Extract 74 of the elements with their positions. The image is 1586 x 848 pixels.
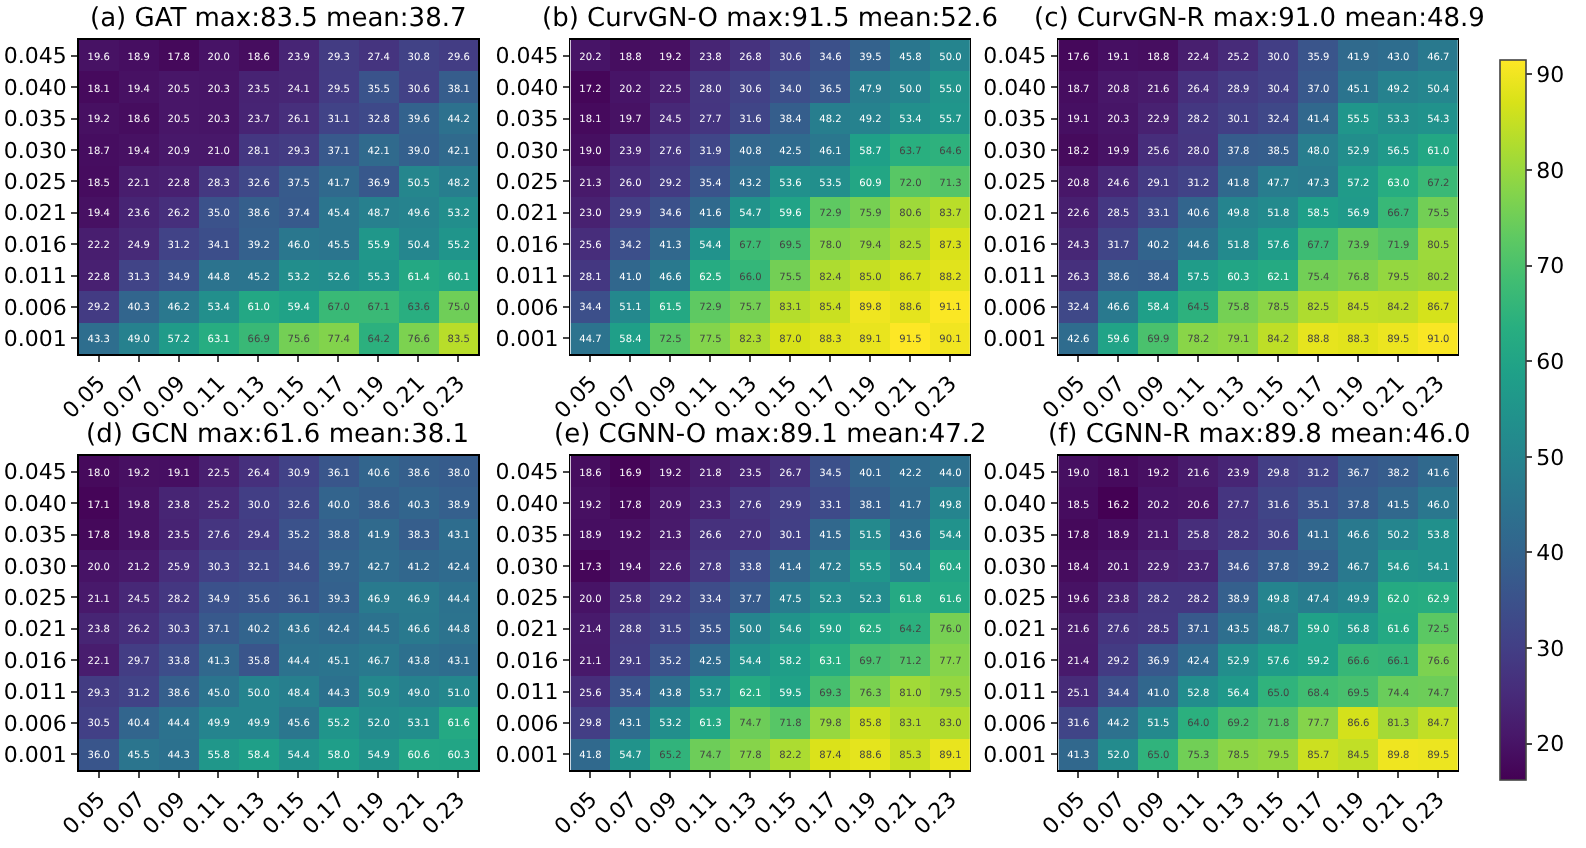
- y-tick-label: 0.045: [495, 459, 559, 486]
- y-tick-label: 0.016: [3, 647, 67, 674]
- y-tick-label: 0.030: [495, 137, 559, 164]
- y-tick-label: 0.011: [3, 679, 67, 706]
- y-tick-label: 0.045: [495, 43, 559, 70]
- y-tick-label: 0.045: [3, 43, 67, 70]
- y-tick-label: 0.016: [983, 647, 1047, 674]
- y-tick-label: 0.001: [3, 742, 67, 768]
- y-tick-label: 0.001: [3, 326, 67, 352]
- y-tick-label: 0.040: [983, 490, 1047, 517]
- y-tick-label: 0.030: [983, 137, 1047, 164]
- y-tick-label: 0.006: [3, 710, 67, 737]
- y-tick-label: 0.040: [983, 74, 1047, 101]
- y-tick-label: 0.021: [495, 616, 559, 643]
- y-tick-label: 0.006: [495, 710, 559, 737]
- y-tick-label: 0.025: [495, 585, 559, 611]
- chart-title: (f) CGNN-R max:89.8 mean:46.0: [1048, 420, 1471, 450]
- y-tick-label: 0.011: [495, 263, 559, 290]
- y-tick-label: 0.035: [3, 106, 67, 133]
- y-tick-label: 0.001: [983, 742, 1047, 768]
- y-tick-label: 0.025: [983, 585, 1047, 611]
- y-tick-label: 0.035: [3, 522, 67, 549]
- y-tick-label: 0.035: [495, 106, 559, 133]
- y-tick-label: 0.040: [3, 74, 67, 101]
- color-bar-label: 40: [1536, 540, 1565, 567]
- y-tick-label: 0.011: [495, 679, 559, 706]
- color-bar-label: 90: [1536, 62, 1565, 89]
- color-bar-label: 60: [1536, 348, 1565, 375]
- chart-title: (a) GAT max:83.5 mean:38.7: [90, 4, 467, 34]
- y-tick-label: 0.011: [983, 679, 1047, 706]
- y-tick-label: 0.016: [495, 647, 559, 674]
- y-tick-label: 0.040: [495, 490, 559, 517]
- y-tick-label: 0.030: [3, 553, 67, 580]
- y-tick-label: 0.006: [983, 710, 1047, 737]
- color-bar-label: 70: [1536, 253, 1565, 280]
- y-tick-label: 0.016: [495, 231, 559, 258]
- y-tick-label: 0.016: [983, 231, 1047, 258]
- chart-title: (b) CurvGN-O max:91.5 mean:52.6: [542, 4, 999, 34]
- chart-title: (d) GCN max:61.6 mean:38.1: [86, 420, 470, 450]
- color-bar-label: 30: [1536, 635, 1565, 662]
- chart-title: (c) CurvGN-R max:91.0 mean:48.9: [1034, 4, 1485, 34]
- y-tick-label: 0.001: [983, 326, 1047, 352]
- y-tick-label: 0.021: [983, 200, 1047, 227]
- y-tick-label: 0.045: [983, 459, 1047, 486]
- y-tick-label: 0.035: [983, 106, 1047, 133]
- y-tick-label: 0.006: [3, 294, 67, 321]
- y-tick-label: 0.040: [3, 490, 67, 517]
- y-tick-label: 0.021: [495, 200, 559, 227]
- y-tick-label: 0.021: [983, 616, 1047, 643]
- y-tick-label: 0.025: [3, 169, 67, 195]
- y-tick-label: 0.045: [983, 43, 1047, 70]
- y-tick-label: 0.001: [495, 326, 559, 352]
- y-tick-label: 0.035: [495, 522, 559, 549]
- y-tick-label: 0.011: [983, 263, 1047, 290]
- y-tick-label: 0.030: [495, 553, 559, 580]
- y-tick-label: 0.040: [495, 74, 559, 101]
- color-bar-label: 20: [1536, 731, 1565, 758]
- y-tick-label: 0.030: [3, 137, 67, 164]
- y-tick-label: 0.025: [3, 585, 67, 611]
- y-tick-label: 0.045: [3, 459, 67, 486]
- color-bar-label: 80: [1536, 157, 1565, 184]
- y-tick-label: 0.001: [495, 742, 559, 768]
- y-tick-label: 0.006: [495, 294, 559, 321]
- y-tick-label: 0.030: [983, 553, 1047, 580]
- y-tick-label: 0.016: [3, 231, 67, 258]
- y-tick-label: 0.006: [983, 294, 1047, 321]
- y-tick-label: 0.011: [3, 263, 67, 290]
- y-tick-label: 0.035: [983, 522, 1047, 549]
- y-tick-label: 0.025: [983, 169, 1047, 195]
- y-tick-label: 0.025: [495, 169, 559, 195]
- y-tick-label: 0.021: [3, 200, 67, 227]
- color-bar-label: 50: [1536, 444, 1565, 471]
- chart-title: (e) CGNN-O max:89.1 mean:47.2: [554, 420, 987, 450]
- y-tick-label: 0.021: [3, 616, 67, 643]
